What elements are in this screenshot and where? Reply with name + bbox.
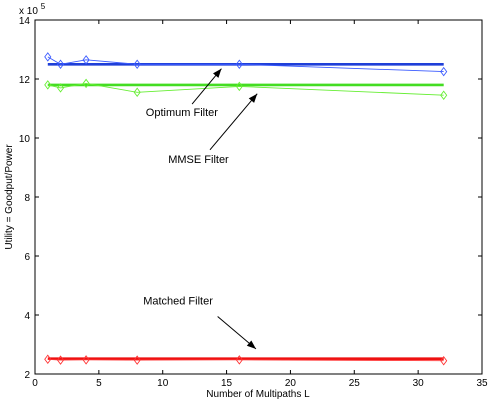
x-tick-label: 20 [285, 378, 297, 389]
y-tick-label: 2 [24, 370, 30, 381]
y-tick-label: 6 [24, 252, 30, 263]
data-point-mmse-diamond [44, 80, 52, 90]
data-point-optimum-diamond [56, 59, 65, 69]
y-tick-label: 4 [24, 311, 30, 322]
plot-area [34, 19, 483, 375]
data-point-mmse-diamond [133, 87, 141, 98]
y-tick-label: 10 [19, 134, 31, 145]
x-tick-label: 30 [413, 378, 425, 389]
y-multiplier: x 10 5 [19, 2, 46, 17]
y-multiplier-exp: 5 [41, 2, 46, 11]
data-point-mmse-diamond [440, 90, 448, 100]
data-point-matched-diamond [440, 355, 448, 366]
annotation-arrow-line [209, 93, 258, 151]
x-tick-label: 10 [157, 378, 169, 389]
y-tick-label: 12 [19, 75, 31, 86]
x-tick-label: 35 [476, 378, 488, 389]
x-tick-label: 0 [32, 378, 38, 389]
data-point-matched-diamond [82, 355, 90, 365]
annotation-arrowhead [246, 340, 256, 349]
y-tick-label: 8 [24, 193, 30, 204]
data-point-optimum-diamond [82, 55, 90, 65]
data-point-matched-diamond [56, 355, 65, 365]
data-point-matched-diamond [44, 354, 52, 364]
y-tick-label: 14 [19, 16, 31, 27]
data-point-mmse-diamond [56, 83, 65, 93]
annotation-arrowhead [213, 68, 222, 78]
data-point-optimum-diamond [44, 52, 52, 62]
data-point-matched-diamond [133, 355, 141, 365]
annotation-label: MMSE Filter [168, 154, 229, 166]
x-tick-label: 25 [349, 378, 361, 389]
data-point-mmse-diamond [82, 78, 90, 89]
data-point-optimum-diamond [235, 59, 243, 69]
data-point-optimum-diamond [440, 66, 448, 77]
y-axis-label: Utility = Goodput/Power [4, 144, 15, 250]
x-tick-label: 5 [96, 378, 102, 389]
y-ticks: 2 4 6 8 10 12 14 [19, 16, 482, 381]
annotation-layer: Optimum Filter MMSE Filter Matched Filter [143, 68, 258, 350]
x-ticks: 0 5 10 15 20 25 30 35 [32, 20, 488, 389]
data-point-optimum-diamond [133, 59, 141, 69]
series-line-matched-thin [47, 358, 444, 362]
x-tick-label: 15 [221, 378, 233, 389]
x-axis-label: Number of Multipaths L [206, 389, 310, 400]
annotation-label: Optimum Filter [146, 107, 218, 119]
series-layer [44, 52, 448, 366]
data-point-matched-diamond [235, 355, 243, 365]
data-point-mmse-diamond [235, 81, 243, 92]
annotation-arrowhead [248, 93, 258, 103]
y-multiplier-base: x 10 [19, 6, 38, 17]
annotation-label: Matched Filter [143, 296, 213, 308]
